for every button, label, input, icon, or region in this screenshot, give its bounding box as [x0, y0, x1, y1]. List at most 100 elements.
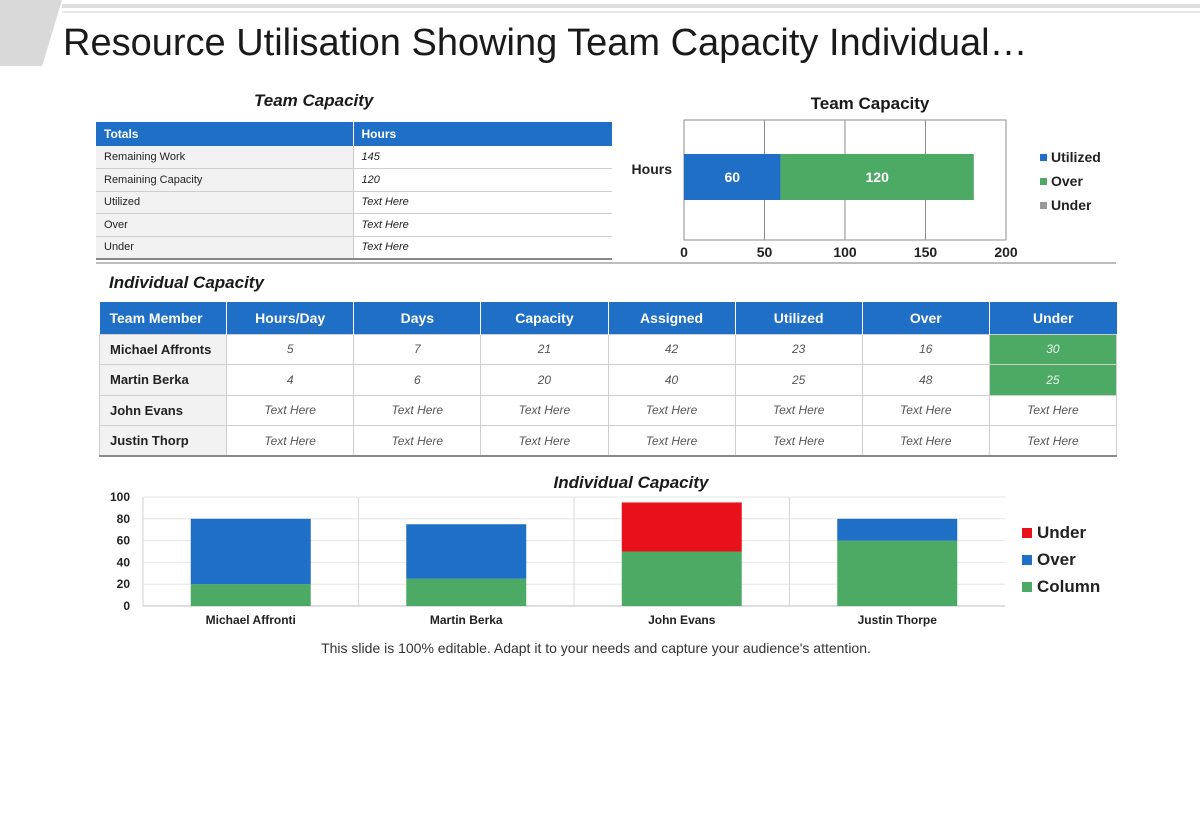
legend-label: Utilized — [1051, 149, 1101, 165]
table-cell: Text Here — [480, 394, 609, 426]
column-header: Under — [989, 302, 1117, 334]
legend-label: Under — [1051, 197, 1092, 213]
table-cell: 16 — [861, 333, 990, 365]
table-cell: Text Here — [607, 394, 736, 426]
column-header: Hours/Day — [226, 302, 355, 334]
table-row: Remaining Work 145 — [96, 146, 612, 170]
legend-swatch — [1022, 528, 1032, 538]
table-cell: Text Here — [226, 394, 355, 426]
table-cell: Text Here — [734, 394, 863, 426]
bar-column — [837, 540, 958, 606]
column-header: Hours — [353, 122, 612, 146]
table-cell: 4 — [226, 364, 355, 396]
table-row: John Evans Text Here Text Here Text Here… — [98, 394, 1118, 426]
bar-over — [406, 524, 527, 579]
row-value: Text Here — [353, 191, 612, 215]
table-cell: Text Here — [607, 425, 736, 457]
individual-capacity-table-title: Individual Capacity — [109, 273, 264, 292]
row-label: Utilized — [96, 191, 354, 215]
x-tick-label: 150 — [914, 244, 938, 260]
bar-utilized — [684, 154, 781, 200]
column-header: Days — [353, 302, 482, 334]
row-label: Under — [96, 236, 354, 260]
x-tick-label: Martin Berka — [430, 613, 503, 627]
table-cell-highlight: 25 — [988, 364, 1118, 396]
section-divider — [96, 262, 1116, 264]
table-row: Over Text Here — [96, 213, 612, 237]
top-rule-thin — [62, 11, 1200, 13]
table-cell: 7 — [353, 333, 482, 365]
team-capacity-table-title: Team Capacity — [254, 91, 374, 110]
bar-column — [621, 551, 742, 606]
table-cell: 5 — [226, 333, 355, 365]
bar-column — [190, 584, 311, 606]
row-value: 120 — [353, 168, 612, 192]
chart-title: Individual Capacity — [554, 473, 710, 492]
row-label: Remaining Work — [96, 146, 354, 170]
column-header: Over — [862, 302, 990, 334]
team-member-cell: Martin Berka — [98, 364, 228, 396]
x-tick-label: 200 — [994, 244, 1018, 260]
team-member-cell: Michael Affronts — [98, 333, 228, 365]
x-tick-label: 50 — [757, 244, 773, 260]
data-label: 60 — [725, 169, 741, 185]
x-tick-label: Justin Thorpe — [858, 613, 938, 627]
corner-decoration — [0, 0, 62, 66]
y-tick-label: 40 — [117, 555, 131, 569]
legend-swatch — [1022, 582, 1032, 592]
slide-title: Resource Utilisation Showing Team Capaci… — [63, 22, 1028, 64]
y-tick-label: 100 — [110, 490, 130, 504]
x-tick-label: 100 — [833, 244, 857, 260]
table-cell: 48 — [861, 364, 990, 396]
column-header: Team Member — [99, 302, 228, 334]
table-cell: 40 — [607, 364, 736, 396]
row-value: Text Here — [353, 236, 612, 260]
y-tick-label: 0 — [123, 599, 130, 613]
table-header-row: Totals Hours — [96, 122, 612, 146]
individual-capacity-table: Team Member Hours/Day Days Capacity Assi… — [98, 302, 1118, 457]
data-label: 120 — [866, 169, 890, 185]
table-cell: Text Here — [988, 394, 1118, 426]
table-cell: Text Here — [861, 394, 990, 426]
table-cell: 25 — [734, 364, 863, 396]
y-tick-label: 80 — [117, 512, 131, 526]
slide-caption: This slide is 100% editable. Adapt it to… — [321, 640, 871, 656]
y-tick-label: 20 — [117, 577, 131, 591]
bar-under — [621, 502, 742, 552]
team-capacity-table: Totals Hours Remaining Work 145 Remainin… — [96, 122, 612, 260]
bar-over — [190, 518, 311, 585]
table-row: Remaining Capacity 120 — [96, 168, 612, 192]
table-cell: Text Here — [988, 425, 1118, 457]
row-label: Remaining Capacity — [96, 168, 354, 192]
legend-swatch — [1040, 202, 1047, 209]
legend-label: Column — [1037, 577, 1100, 596]
row-value: Text Here — [353, 213, 612, 237]
column-header: Capacity — [480, 302, 609, 334]
legend-swatch — [1040, 178, 1047, 185]
table-cell: Text Here — [226, 425, 355, 457]
table-row: Under Text Here — [96, 236, 612, 260]
table-cell: Text Here — [861, 425, 990, 457]
legend-swatch — [1040, 154, 1047, 161]
table-header-row: Team Member Hours/Day Days Capacity Assi… — [99, 302, 1117, 334]
legend-label: Over — [1037, 550, 1076, 569]
x-tick-label: Michael Affronti — [206, 613, 296, 627]
y-tick-label: 60 — [117, 534, 131, 548]
column-header: Totals — [96, 122, 354, 146]
table-cell: 20 — [480, 364, 609, 396]
x-tick-label: John Evans — [648, 613, 716, 627]
table-cell: Text Here — [353, 394, 482, 426]
team-member-cell: Justin Thorp — [98, 425, 228, 457]
legend-swatch — [1022, 555, 1032, 565]
team-capacity-chart: Team Capacity 0 50 100 150 200 Hours 60 120 Utili… — [632, 94, 1101, 260]
table-cell: Text Here — [480, 425, 609, 457]
table-cell: 6 — [353, 364, 482, 396]
team-member-cell: John Evans — [98, 394, 228, 426]
table-cell: Text Here — [734, 425, 863, 457]
chart-title: Team Capacity — [811, 94, 930, 113]
legend-label: Under — [1037, 523, 1087, 542]
legend-label: Over — [1051, 173, 1083, 189]
row-value: 145 — [353, 146, 612, 170]
x-tick-label: 0 — [680, 244, 688, 260]
row-label: Over — [96, 213, 354, 237]
